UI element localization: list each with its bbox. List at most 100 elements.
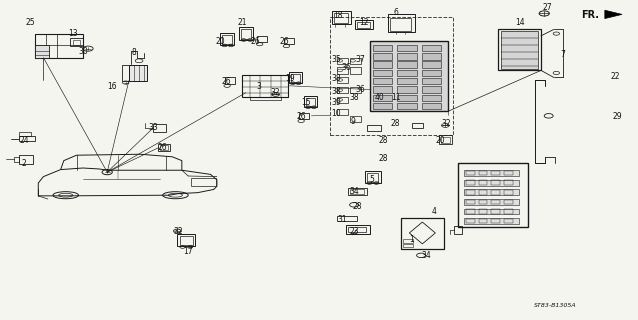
Bar [464, 189, 519, 195]
Bar [478, 200, 487, 204]
Bar [498, 29, 541, 70]
Bar [422, 103, 441, 109]
Text: 26: 26 [158, 143, 168, 152]
Bar [19, 155, 33, 164]
Bar [422, 95, 441, 101]
Text: 20: 20 [215, 37, 225, 46]
Text: 28: 28 [378, 136, 387, 145]
Bar [458, 163, 528, 227]
Bar [19, 132, 31, 136]
Bar [478, 171, 487, 175]
Text: 13: 13 [68, 29, 78, 38]
Bar [337, 67, 348, 74]
Bar [373, 61, 392, 68]
Text: 27: 27 [542, 3, 553, 12]
Text: 26: 26 [221, 77, 232, 86]
Bar [73, 40, 80, 45]
Bar [478, 219, 487, 223]
Text: 7: 7 [560, 50, 565, 59]
Bar [466, 200, 475, 204]
Text: 4: 4 [431, 207, 436, 216]
Bar [491, 200, 500, 204]
Bar [464, 180, 519, 186]
Text: 2: 2 [22, 159, 27, 168]
Bar [129, 65, 147, 81]
Text: 31: 31 [338, 215, 348, 224]
Bar [397, 78, 417, 84]
Text: 32: 32 [174, 228, 184, 236]
Text: 38: 38 [331, 74, 341, 83]
Bar [466, 209, 475, 214]
Bar [403, 239, 413, 243]
Text: 37: 37 [355, 55, 366, 64]
Text: 3: 3 [256, 82, 261, 91]
Text: 25: 25 [26, 18, 36, 27]
Text: 30: 30 [78, 47, 88, 56]
Text: ST83-B1305A: ST83-B1305A [534, 303, 576, 308]
Text: 39: 39 [331, 98, 341, 107]
Bar [337, 87, 348, 93]
Text: 40: 40 [375, 93, 385, 102]
Bar [390, 18, 411, 31]
Bar [464, 218, 519, 224]
Bar [225, 77, 235, 84]
Bar [337, 97, 348, 103]
Text: 28: 28 [391, 119, 400, 128]
Text: 10: 10 [331, 109, 341, 118]
Bar [332, 11, 351, 24]
Bar [350, 87, 361, 93]
Bar [257, 36, 267, 42]
Text: 38: 38 [349, 93, 359, 102]
Bar [464, 199, 519, 205]
Bar [334, 13, 348, 23]
Bar [35, 45, 49, 58]
Bar [397, 70, 417, 76]
Bar [466, 190, 475, 195]
Bar [348, 227, 366, 232]
Bar [180, 236, 193, 245]
Bar [250, 97, 281, 100]
Bar [350, 189, 364, 194]
Bar [299, 113, 309, 119]
Bar [422, 45, 441, 51]
Text: 32: 32 [441, 119, 452, 128]
Bar [350, 116, 361, 122]
Bar [491, 219, 500, 223]
Text: 34: 34 [349, 188, 359, 196]
Bar [367, 173, 378, 182]
Bar [222, 35, 232, 44]
Bar [441, 137, 450, 143]
Text: 29: 29 [612, 112, 623, 121]
Bar [464, 209, 519, 214]
Bar [397, 95, 417, 101]
Bar [373, 86, 392, 93]
Text: 18: 18 [334, 12, 343, 20]
Text: 24: 24 [19, 136, 29, 145]
Text: 26: 26 [296, 112, 306, 121]
Text: 34: 34 [421, 252, 431, 260]
Bar [350, 67, 361, 74]
Bar [348, 188, 367, 195]
Bar [373, 70, 392, 76]
Bar [337, 216, 357, 221]
Bar [422, 53, 441, 60]
Bar [122, 65, 129, 81]
Bar [373, 78, 392, 84]
Bar [464, 170, 519, 176]
Bar [357, 22, 370, 28]
Text: 32: 32 [271, 88, 281, 97]
Bar [306, 98, 315, 106]
Bar [403, 244, 413, 247]
Bar [422, 86, 441, 93]
Bar [504, 200, 513, 204]
Bar [191, 178, 216, 186]
Bar [491, 171, 500, 175]
Bar [239, 27, 253, 40]
Text: 15: 15 [301, 98, 311, 107]
Text: 22: 22 [611, 72, 620, 81]
Bar [388, 14, 415, 32]
Bar [19, 136, 35, 141]
Bar [14, 157, 19, 162]
Bar [401, 218, 444, 249]
Bar [466, 171, 475, 175]
